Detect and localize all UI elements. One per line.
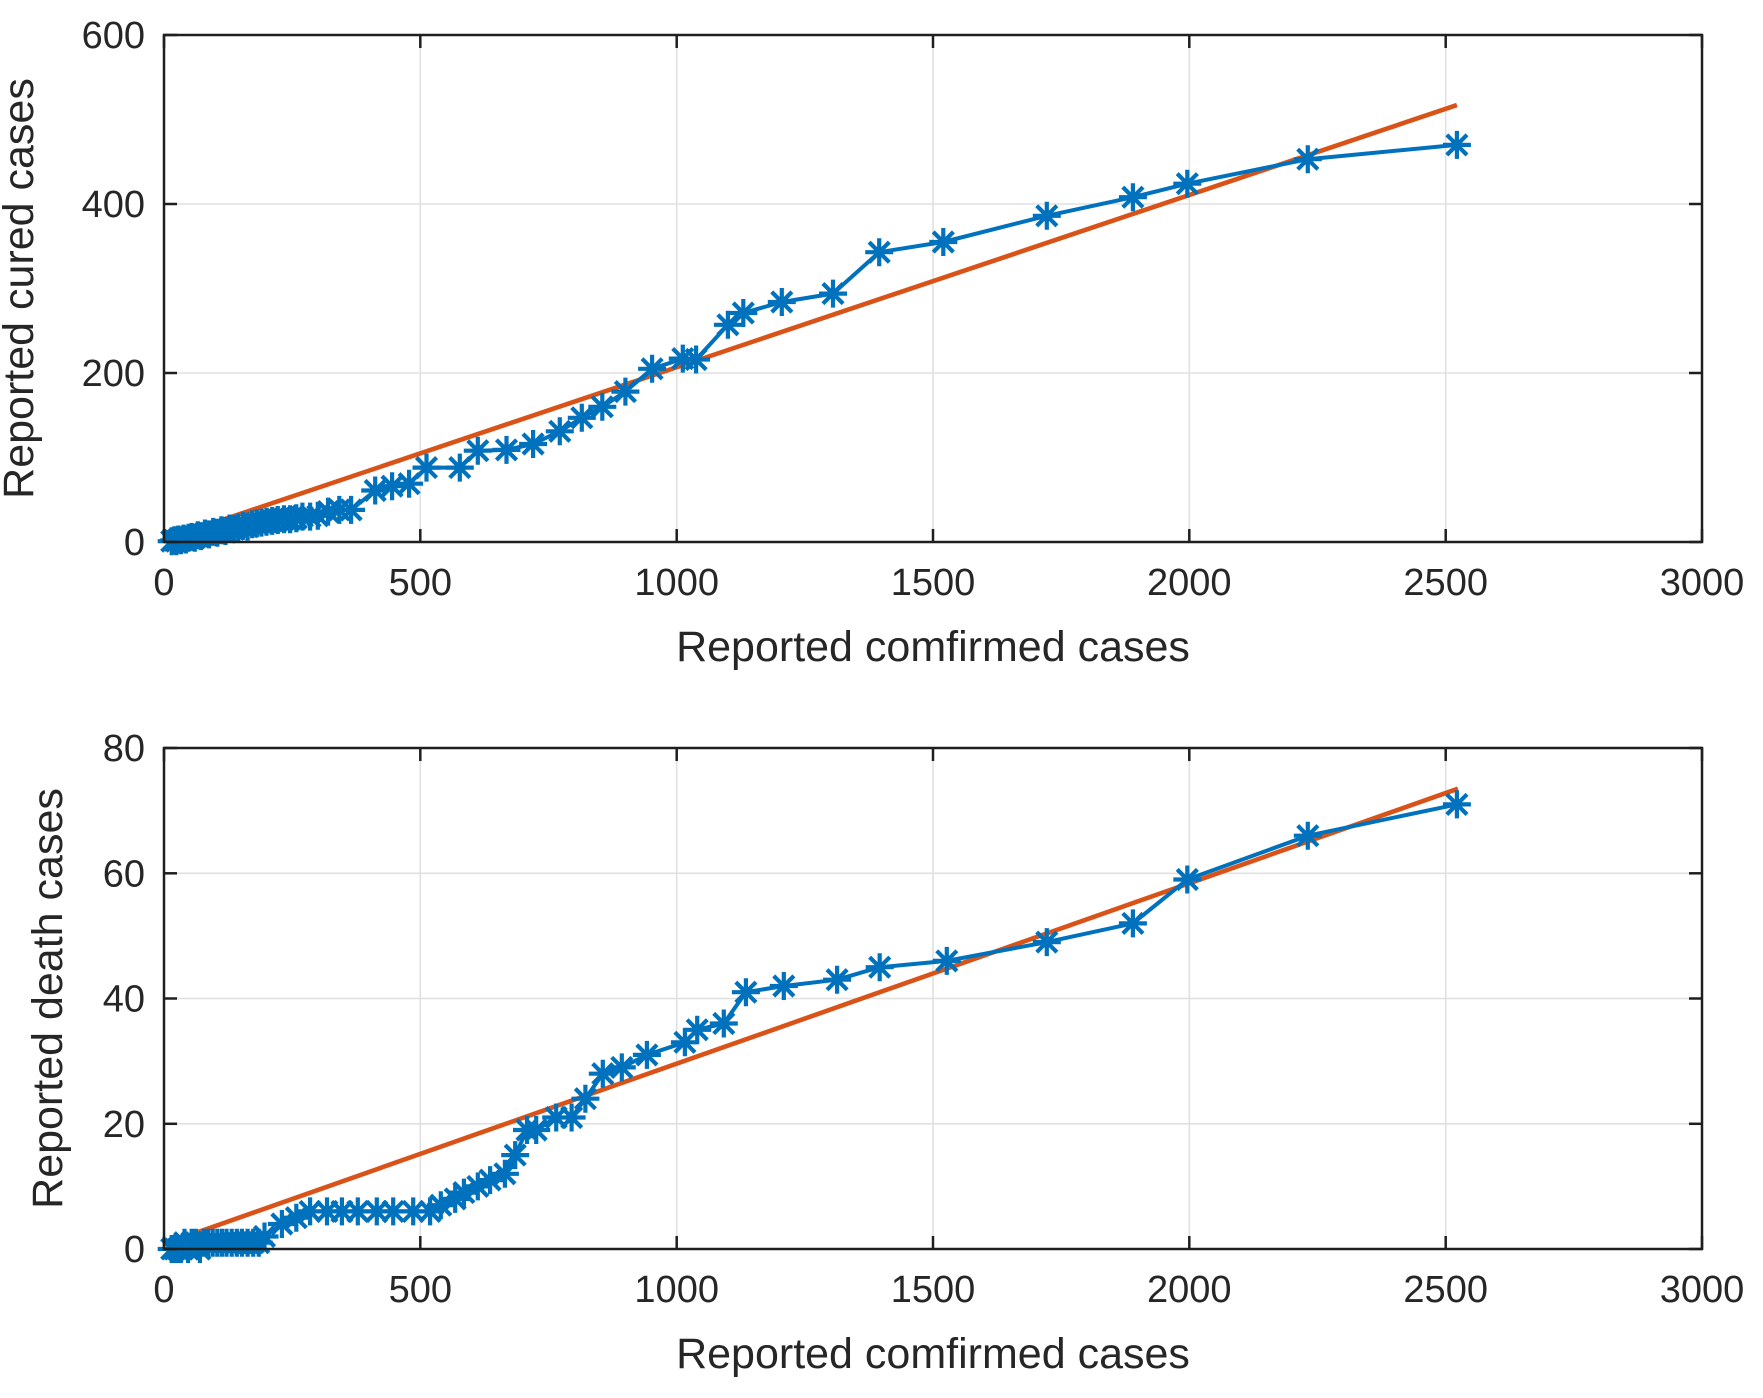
x-tick-label: 1000 <box>634 562 719 604</box>
x-tick-labels: 0 500 1000 1500 2000 2500 3000 <box>153 562 1744 604</box>
x-tick-label: 0 <box>153 1269 174 1311</box>
axis-box <box>162 746 1704 1251</box>
y-axis-label: Reported cured cases <box>0 78 43 499</box>
gridlines <box>163 34 1703 543</box>
y-tick-label: 0 <box>124 1229 145 1271</box>
x-tick-labels: 0 500 1000 1500 2000 2500 3000 <box>153 1269 1744 1311</box>
x-tick-label: 0 <box>153 562 174 604</box>
x-tick-label: 3000 <box>1660 1269 1745 1311</box>
x-tick-label: 1500 <box>891 562 976 604</box>
x-tick-label: 1000 <box>634 1269 719 1311</box>
y-tick-label: 400 <box>82 184 145 226</box>
bottom-plot-death: 0 500 1000 1500 2000 2500 3000 0 20 40 60 80 Reporte… <box>24 728 1744 1378</box>
x-tick-label: 1500 <box>891 1269 976 1311</box>
data-series-line <box>171 802 1458 1251</box>
gridlines <box>163 747 1703 1250</box>
x-tick-label: 2500 <box>1403 562 1488 604</box>
y-tick-labels: 0 20 40 60 80 <box>103 728 145 1271</box>
y-tick-label: 600 <box>82 15 145 57</box>
y-tick-label: 80 <box>103 728 145 770</box>
x-tick-label: 500 <box>389 562 452 604</box>
x-tick-label: 3000 <box>1660 562 1745 604</box>
y-tick-labels: 0 200 400 600 <box>82 15 145 564</box>
data-series-markers <box>157 790 1471 1263</box>
x-tick-label: 2500 <box>1403 1269 1488 1311</box>
x-axis-label: Reported comfirmed cases <box>676 623 1190 671</box>
fit-line <box>176 102 1458 538</box>
y-tick-label: 40 <box>103 979 145 1021</box>
top-plot-cured: 0 500 1000 1500 2000 2500 3000 0 200 400 600 Report… <box>0 15 1744 671</box>
axis-box <box>162 33 1704 544</box>
y-tick-label: 20 <box>103 1104 145 1146</box>
x-tick-label: 500 <box>389 1269 452 1311</box>
x-tick-label: 2000 <box>1147 1269 1232 1311</box>
data-series-markers <box>157 130 1471 556</box>
x-tick-label: 2000 <box>1147 562 1232 604</box>
fit-line <box>176 786 1459 1242</box>
y-tick-label: 200 <box>82 353 145 395</box>
y-tick-label: 60 <box>103 853 145 895</box>
x-axis-label: Reported comfirmed cases <box>676 1330 1190 1378</box>
y-tick-label: 0 <box>124 522 145 564</box>
y-axis-label: Reported death cases <box>24 788 72 1209</box>
